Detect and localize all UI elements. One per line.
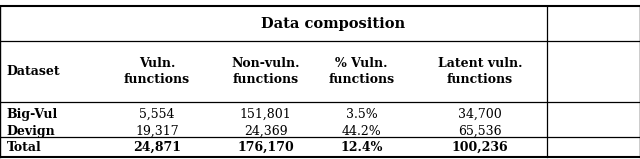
Text: Data composition: Data composition	[260, 17, 405, 31]
Text: Latent vuln.
functions: Latent vuln. functions	[438, 57, 522, 86]
Text: Vuln.
functions: Vuln. functions	[124, 57, 190, 86]
Text: 151,801: 151,801	[240, 108, 291, 121]
Text: Total: Total	[6, 141, 41, 154]
Text: 24,369: 24,369	[244, 125, 287, 138]
Text: 12.4%: 12.4%	[340, 141, 383, 154]
Text: Dataset: Dataset	[6, 65, 60, 78]
Text: Big-Vul: Big-Vul	[6, 108, 58, 121]
Text: % Vuln.
functions: % Vuln. functions	[328, 57, 395, 86]
Text: Devign: Devign	[6, 125, 55, 138]
Text: 65,536: 65,536	[458, 125, 502, 138]
Text: 3.5%: 3.5%	[346, 108, 378, 121]
Text: 5,554: 5,554	[139, 108, 175, 121]
Text: 24,871: 24,871	[133, 141, 181, 154]
Text: 34,700: 34,700	[458, 108, 502, 121]
Text: 19,317: 19,317	[135, 125, 179, 138]
Text: Non-vuln.
functions: Non-vuln. functions	[231, 57, 300, 86]
Text: 176,170: 176,170	[237, 141, 294, 154]
Text: 100,236: 100,236	[452, 141, 508, 154]
Text: 44.2%: 44.2%	[342, 125, 381, 138]
